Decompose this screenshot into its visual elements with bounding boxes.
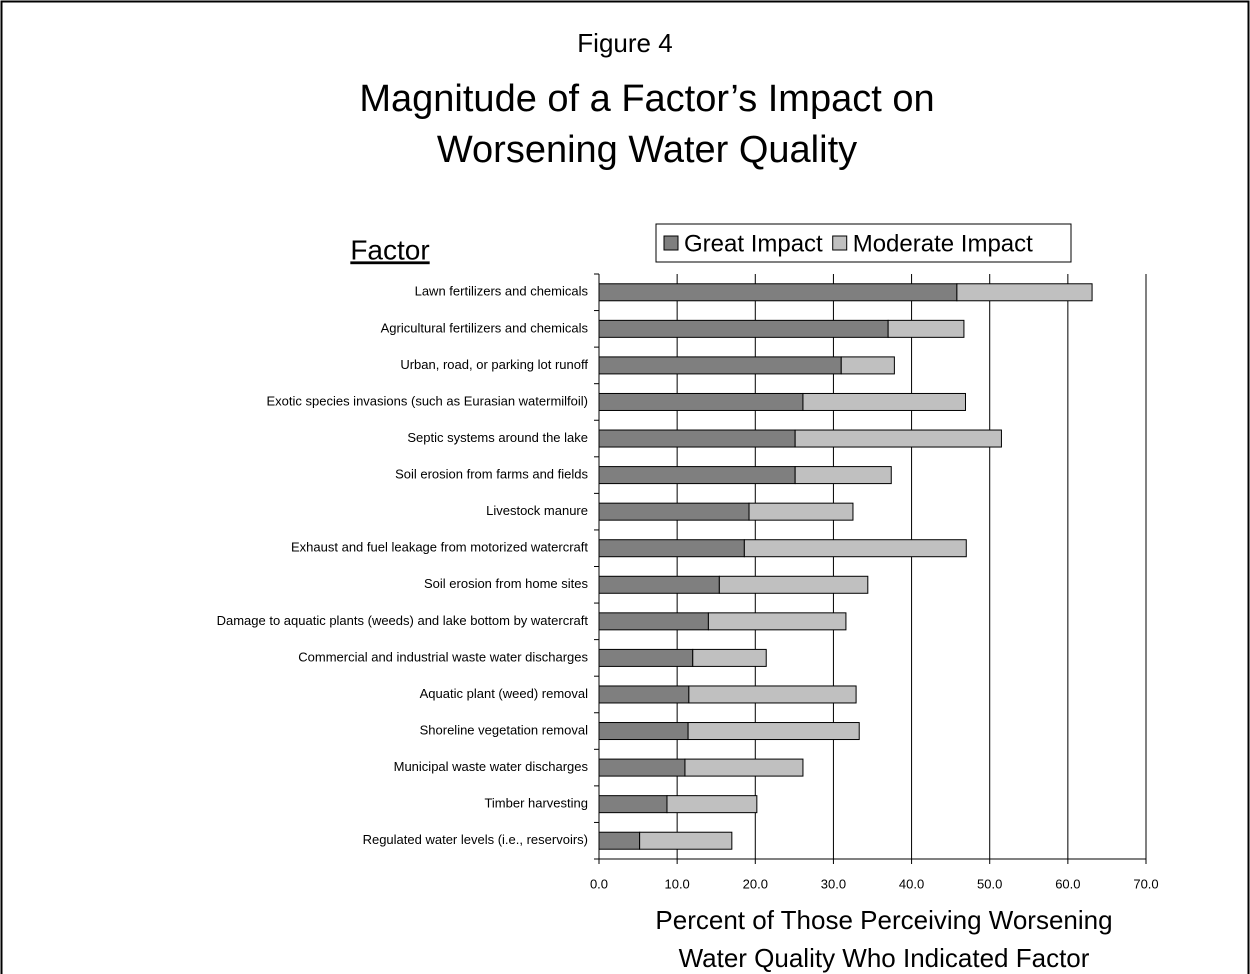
bar <box>840 356 895 375</box>
y-tick-label: Soil erosion from farms and fields <box>395 467 588 482</box>
bar <box>598 429 796 448</box>
y-tick-label: Urban, road, or parking lot runoff <box>400 357 588 372</box>
x-tick-label: 20.0 <box>743 876 768 891</box>
x-tick-label: 70.0 <box>1133 876 1158 891</box>
x-tick-label: 10.0 <box>664 876 689 891</box>
y-tick-label: Shoreline vegetation removal <box>420 722 588 737</box>
bar <box>687 722 860 741</box>
bar <box>748 502 854 521</box>
y-tick-label: Regulated water levels (i.e., reservoirs… <box>363 832 588 847</box>
bar <box>692 648 767 667</box>
bar <box>688 685 857 704</box>
bar <box>794 466 892 485</box>
x-tick-label: 0.0 <box>590 876 608 891</box>
figure-label: Figure 4 <box>577 28 672 58</box>
bar <box>598 612 709 631</box>
bar <box>598 392 804 411</box>
x-tick-label: 50.0 <box>977 876 1002 891</box>
bar <box>598 502 750 521</box>
legend <box>655 223 1072 263</box>
y-tick-label: Lawn fertilizers and chemicals <box>415 284 589 299</box>
x-tick-label: 40.0 <box>899 876 924 891</box>
bar <box>802 392 966 411</box>
bar <box>598 539 745 558</box>
bar <box>598 648 694 667</box>
bar <box>598 575 720 594</box>
y-tick-label: Aquatic plant (weed) removal <box>420 686 588 701</box>
y-tick-label: Damage to aquatic plants (weeds) and lak… <box>217 613 589 628</box>
y-tick-label: Septic systems around the lake <box>407 430 588 445</box>
bar <box>598 356 842 375</box>
x-axis-label: Water Quality Who Indicated Factor <box>679 943 1090 973</box>
bar <box>598 795 668 814</box>
bar <box>684 758 804 777</box>
y-tick-label: Exhaust and fuel leakage from motorized … <box>291 540 588 555</box>
y-tick-label: Exotic species invasions (such as Eurasi… <box>266 393 588 408</box>
chart-title: Worsening Water Quality <box>437 129 857 171</box>
legend-swatch <box>832 235 848 251</box>
x-tick-label: 60.0 <box>1055 876 1080 891</box>
bar <box>718 575 869 594</box>
bar <box>956 283 1093 302</box>
x-tick-label: 30.0 <box>821 876 846 891</box>
bar <box>887 319 965 338</box>
bar <box>743 539 967 558</box>
y-tick-label: Municipal waste water discharges <box>394 759 589 774</box>
chart-title: Magnitude of a Factor’s Impact on <box>359 78 934 120</box>
legend-label: Great Impact <box>684 230 823 257</box>
y-tick-label: Commercial and industrial waste water di… <box>298 649 588 664</box>
y-tick-label: Agricultural fertilizers and chemicals <box>381 320 589 335</box>
y-tick-label: Livestock manure <box>486 503 588 518</box>
x-axis-label: Percent of Those Perceiving Worsening <box>655 905 1112 935</box>
bar <box>598 831 641 850</box>
bar <box>598 758 686 777</box>
y-axis-label: Factor <box>350 234 429 265</box>
bar <box>666 795 758 814</box>
bar <box>794 429 1002 448</box>
bar <box>707 612 847 631</box>
bar <box>639 831 733 850</box>
bar <box>598 319 889 338</box>
legend-swatch <box>663 235 679 251</box>
bar <box>598 283 958 302</box>
bar <box>598 722 689 741</box>
y-tick-label: Timber harvesting <box>484 796 588 811</box>
y-tick-label: Soil erosion from home sites <box>424 576 589 591</box>
legend-label: Moderate Impact <box>853 230 1033 257</box>
bar <box>598 685 690 704</box>
bar <box>598 466 796 485</box>
